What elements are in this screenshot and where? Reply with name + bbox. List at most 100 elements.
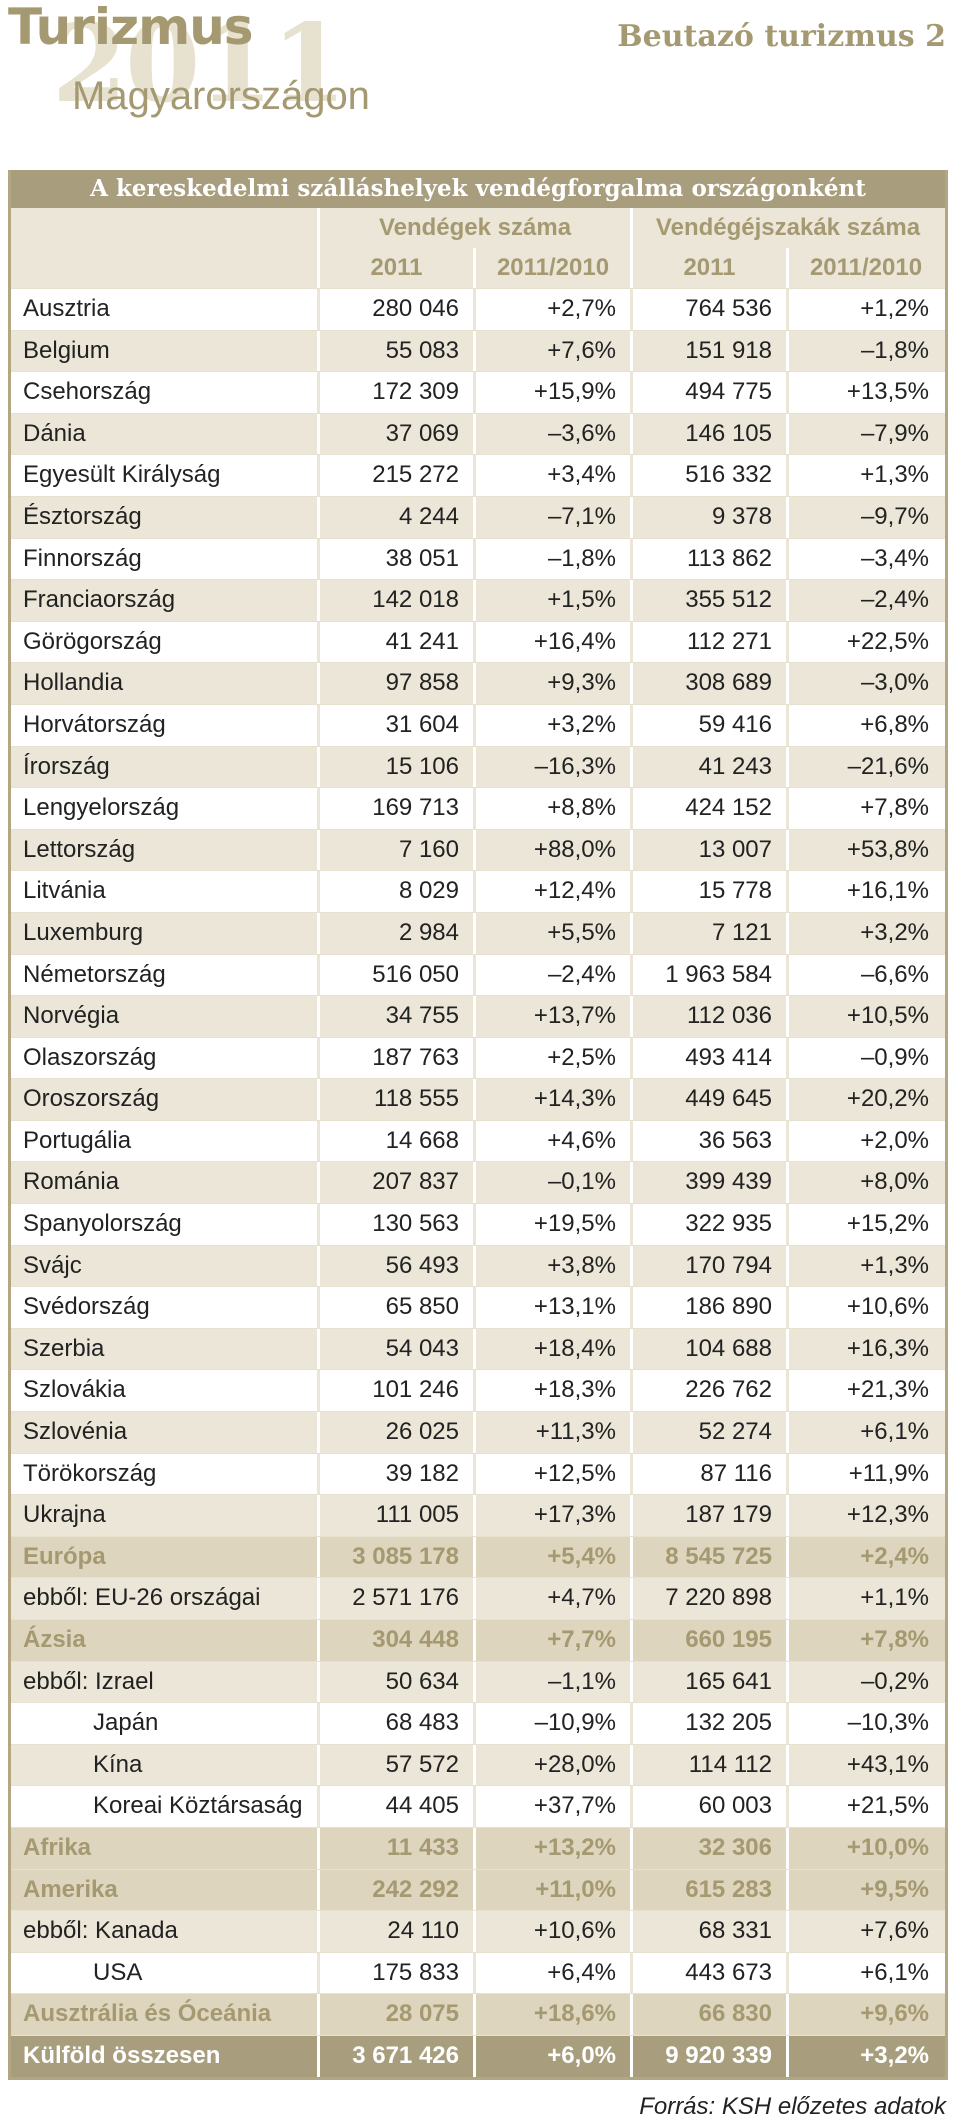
country-name-cell: Ukrajna bbox=[23, 1501, 106, 1529]
nights-change-cell: –6,6% bbox=[786, 954, 943, 996]
country-name-cell: Koreai Köztársaság bbox=[93, 1792, 303, 1820]
guests-change-cell: –1,8% bbox=[473, 538, 630, 580]
nights-2011-cell: 112 036 bbox=[630, 996, 786, 1037]
guests-2011-cell: 31 604 bbox=[317, 704, 473, 746]
nights-2011-cell: 113 862 bbox=[630, 538, 786, 580]
country-name-cell: Svájc bbox=[23, 1251, 82, 1279]
guests-change-cell: +88,0% bbox=[473, 829, 630, 871]
guests-2011-cell: 207 837 bbox=[317, 1162, 473, 1204]
guests-change-cell: +7,6% bbox=[473, 330, 630, 372]
nights-change-cell: +7,6% bbox=[786, 1911, 943, 1952]
nights-change-cell: +9,5% bbox=[786, 1869, 943, 1911]
country-name-cell: Svédország bbox=[23, 1293, 150, 1321]
country-name-cell: Horvátország bbox=[23, 710, 166, 738]
country-name-cell: Franciaország bbox=[23, 586, 176, 614]
guests-change-cell: –1,1% bbox=[473, 1661, 630, 1703]
guests-change-cell: +17,3% bbox=[473, 1495, 630, 1536]
nights-2011-cell: 399 439 bbox=[630, 1162, 786, 1204]
nights-change-cell: +10,6% bbox=[786, 1287, 943, 1328]
nights-change-cell: +21,3% bbox=[786, 1370, 943, 1412]
nights-2011-cell: 151 918 bbox=[630, 330, 786, 372]
guests-2011-cell: 101 246 bbox=[317, 1370, 473, 1412]
guests-2011-cell: 242 292 bbox=[317, 1869, 473, 1911]
nights-2011-cell: 146 105 bbox=[630, 413, 786, 455]
nights-change-cell: –21,6% bbox=[786, 746, 943, 788]
nights-2011-cell: 516 332 bbox=[630, 455, 786, 496]
table-row: Kína 57 572 +28,0% 114 112 +43,1% bbox=[11, 1743, 945, 1786]
nights-2011-cell: 36 563 bbox=[630, 1120, 786, 1162]
country-name-cell: Ausztrália és Óceánia bbox=[23, 2000, 272, 2028]
col-header-nights-change: 2011/2010 bbox=[786, 248, 943, 288]
nights-2011-cell: 9 920 339 bbox=[630, 2035, 786, 2077]
nights-change-cell: –3,0% bbox=[786, 663, 943, 704]
guests-change-cell: +19,5% bbox=[473, 1204, 630, 1245]
nights-2011-cell: 355 512 bbox=[630, 580, 786, 621]
nights-change-cell: +1,1% bbox=[786, 1578, 943, 1619]
guests-2011-cell: 2 571 176 bbox=[317, 1578, 473, 1619]
header-subtitle: Magyarországon bbox=[72, 74, 370, 118]
nights-change-cell: +12,3% bbox=[786, 1495, 943, 1536]
guests-2011-cell: 50 634 bbox=[317, 1661, 473, 1703]
nights-change-cell: +11,9% bbox=[786, 1453, 943, 1495]
nights-2011-cell: 443 673 bbox=[630, 1952, 786, 1994]
nights-change-cell: –1,8% bbox=[786, 330, 943, 372]
country-name-cell: Finnország bbox=[23, 544, 142, 572]
guests-2011-cell: 28 075 bbox=[317, 1994, 473, 2035]
nights-2011-cell: 449 645 bbox=[630, 1079, 786, 1120]
guests-2011-cell: 7 160 bbox=[317, 829, 473, 871]
nights-2011-cell: 165 641 bbox=[630, 1661, 786, 1703]
nights-2011-cell: 52 274 bbox=[630, 1412, 786, 1453]
guests-change-cell: +3,8% bbox=[473, 1245, 630, 1287]
nights-2011-cell: 615 283 bbox=[630, 1869, 786, 1911]
nights-2011-cell: 68 331 bbox=[630, 1911, 786, 1952]
nights-change-cell: –9,7% bbox=[786, 496, 943, 538]
country-name-cell: Belgium bbox=[23, 336, 110, 364]
table-row: Luxemburg 2 984 +5,5% 7 121 +3,2% bbox=[11, 911, 945, 954]
table-row: Szlovákia 101 246 +18,3% 226 762 +21,3% bbox=[11, 1369, 945, 1412]
nights-change-cell: +21,5% bbox=[786, 1786, 943, 1827]
nights-2011-cell: 8 545 725 bbox=[630, 1536, 786, 1578]
region-row: Afrika 11 433 +13,2% 32 306 +10,0% bbox=[11, 1826, 945, 1869]
header-blank bbox=[11, 248, 317, 288]
table-row: Koreai Köztársaság 44 405 +37,7% 60 003 +21,… bbox=[11, 1785, 945, 1827]
country-name-cell: Portugália bbox=[23, 1126, 132, 1154]
country-name-cell: Lengyelország bbox=[23, 794, 180, 822]
country-name-cell: Csehország bbox=[23, 378, 152, 406]
nights-2011-cell: 7 220 898 bbox=[630, 1578, 786, 1619]
guests-change-cell: +3,4% bbox=[473, 455, 630, 496]
guests-2011-cell: 142 018 bbox=[317, 580, 473, 621]
guests-change-cell: +13,1% bbox=[473, 1287, 630, 1328]
guests-change-cell: +1,5% bbox=[473, 580, 630, 621]
nights-2011-cell: 187 179 bbox=[630, 1495, 786, 1536]
nights-change-cell: +2,0% bbox=[786, 1120, 943, 1162]
guests-2011-cell: 15 106 bbox=[317, 746, 473, 788]
country-name-cell: Spanyolország bbox=[23, 1210, 182, 1238]
guests-2011-cell: 11 433 bbox=[317, 1827, 473, 1869]
guests-change-cell: +37,7% bbox=[473, 1786, 630, 1827]
table-row: USA 175 833 +6,4% 443 673 +6,1% bbox=[11, 1951, 945, 1994]
nights-2011-cell: 308 689 bbox=[630, 663, 786, 704]
table-row: Szerbia 54 043 +18,4% 104 688 +16,3% bbox=[11, 1327, 945, 1370]
table-row: Portugália 14 668 +4,6% 36 563 +2,0% bbox=[11, 1119, 945, 1162]
table-row: Észtország 4 244 –7,1% 9 378 –9,7% bbox=[11, 495, 945, 538]
nights-2011-cell: 494 775 bbox=[630, 372, 786, 413]
country-name-cell: Norvégia bbox=[23, 1002, 120, 1030]
table-row: Svájc 56 493 +3,8% 170 794 +1,3% bbox=[11, 1244, 945, 1287]
guests-2011-cell: 37 069 bbox=[317, 413, 473, 455]
nights-2011-cell: 132 205 bbox=[630, 1703, 786, 1744]
country-name-cell: ebből: Kanada bbox=[23, 1917, 178, 1945]
guests-2011-cell: 3 085 178 bbox=[317, 1536, 473, 1578]
nights-change-cell: –3,4% bbox=[786, 538, 943, 580]
guests-change-cell: +5,4% bbox=[473, 1536, 630, 1578]
region-row: Ázsia 304 448 +7,7% 660 195 +7,8% bbox=[11, 1619, 945, 1661]
nights-change-cell: +22,5% bbox=[786, 621, 943, 663]
table-row: Törökország 39 182 +12,5% 87 116 +11,9% bbox=[11, 1452, 945, 1495]
nights-change-cell: +16,3% bbox=[786, 1328, 943, 1370]
table-row: Norvégia 34 755 +13,7% 112 036 +10,5% bbox=[11, 995, 945, 1037]
guests-2011-cell: 68 483 bbox=[317, 1703, 473, 1744]
source-note: Forrás: KSH előzetes adatok bbox=[639, 2093, 946, 2120]
table-row: Görögország 41 241 +16,4% 112 271 +22,5% bbox=[11, 620, 945, 663]
table-row: Lettország 7 160 +88,0% 13 007 +53,8% bbox=[11, 828, 945, 871]
country-name-cell: Görögország bbox=[23, 627, 162, 655]
nights-change-cell: +1,2% bbox=[786, 289, 943, 330]
